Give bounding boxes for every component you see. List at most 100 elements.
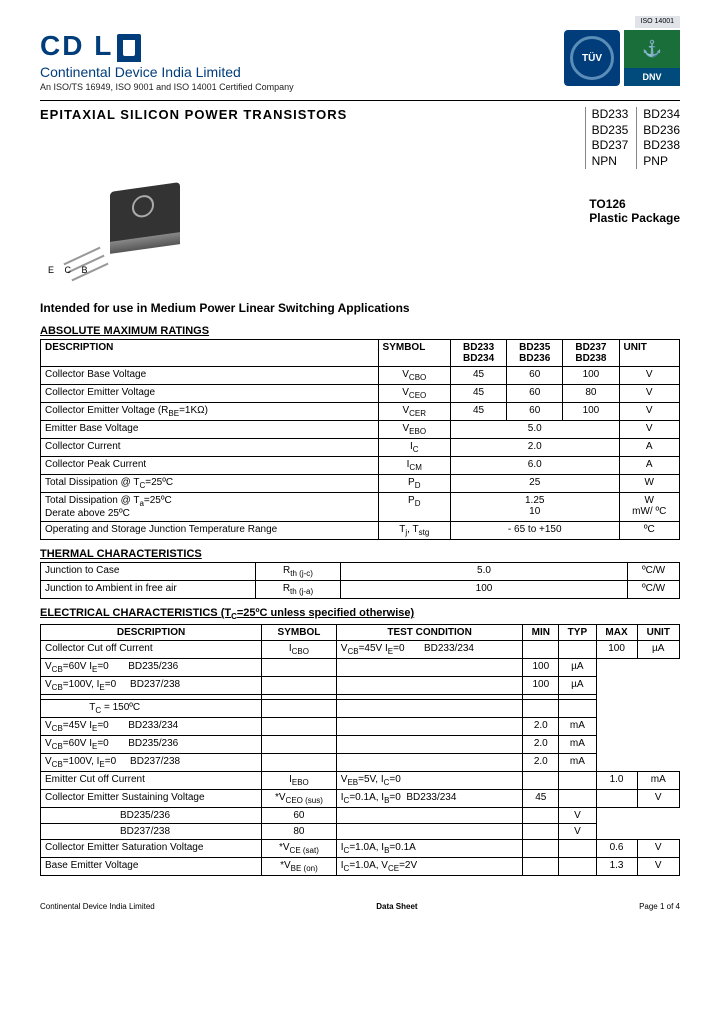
tuv-text: TÜV — [582, 53, 602, 64]
elec-desc: Base Emitter Voltage — [41, 857, 262, 875]
anchor-icon: ⚓ — [624, 30, 680, 68]
table-header: DESCRIPTION — [41, 624, 262, 640]
amr-symbol: VCEO — [378, 385, 450, 403]
amr-unit: ºC — [619, 522, 680, 540]
elec-typ — [336, 823, 523, 839]
package-type: Plastic Package — [589, 211, 680, 225]
package-drawing: E C B — [40, 177, 240, 287]
amr-title: ABSOLUTE MAXIMUM RATINGS — [40, 325, 680, 337]
thermal-symbol: Rth (j-c) — [256, 563, 341, 581]
amr-value: 60 — [507, 403, 563, 421]
amr-unit: V — [619, 367, 680, 385]
part-number: BD238 — [643, 138, 680, 154]
amr-value: 100 — [563, 367, 619, 385]
table-row: VCB=100V, IE=0 BD237/238100µA — [41, 676, 680, 694]
amr-desc: Operating and Storage Junction Temperatu… — [41, 522, 379, 540]
elec-table: DESCRIPTIONSYMBOLTEST CONDITIONMINTYPMAX… — [40, 624, 680, 876]
amr-symbol: VCBO — [378, 367, 450, 385]
elec-max — [523, 823, 559, 839]
elec-desc: Collector Cut off Current — [41, 640, 262, 658]
elec-desc: Collector Emitter Saturation Voltage — [41, 839, 262, 857]
table-row: Base Emitter Voltage*VBE (on)IC=1.0A, VC… — [41, 857, 680, 875]
amr-value: 45 — [450, 367, 506, 385]
table-header: DESCRIPTION — [41, 340, 379, 367]
elec-max — [523, 807, 559, 823]
package-text: TO126 Plastic Package — [589, 197, 680, 225]
iso-tag: ISO 14001 — [635, 16, 680, 28]
amr-symbol: PD — [378, 475, 450, 493]
amr-desc: Total Dissipation @ Ta=25ºC Derate above… — [41, 493, 379, 522]
amr-desc: Collector Emitter Voltage — [41, 385, 379, 403]
table-header: UNIT — [619, 340, 680, 367]
elec-typ — [559, 839, 596, 857]
lead-icon — [63, 247, 100, 266]
elec-max: 2.0 — [523, 753, 559, 771]
elec-typ — [336, 807, 523, 823]
table-header: MIN — [523, 624, 559, 640]
elec-title: ELECTRICAL CHARACTERISTICS (TC=25ºC unle… — [40, 607, 680, 621]
pn-col-right: BD234BD236BD238PNP — [636, 107, 680, 169]
elec-typ — [336, 658, 523, 676]
thermal-unit: ºC/W — [628, 581, 680, 599]
part-number: BD234 — [643, 107, 680, 123]
elec-symbol: ICBO — [262, 640, 337, 658]
thermal-unit: ºC/W — [628, 563, 680, 581]
elec-testcond: VCB=45V IE=0 BD233/234 — [41, 717, 262, 735]
table-row: Collector Emitter Voltage (RBE=1KΩ)VCER4… — [41, 403, 680, 421]
elec-max: 1.3 — [596, 857, 637, 875]
elec-unit: V — [637, 839, 679, 857]
elec-unit: V — [637, 857, 679, 875]
company-name: Continental Device India Limited — [40, 64, 294, 80]
elec-symbol: *VBE (on) — [262, 857, 337, 875]
elec-testcond: VCB=45V IE=0 BD233/234 — [336, 640, 523, 658]
thermal-symbol: Rth (j-a) — [256, 581, 341, 599]
elec-max: 100 — [523, 676, 559, 694]
amr-unit: V — [619, 403, 680, 421]
table-header: TYP — [559, 624, 596, 640]
intended-use: Intended for use in Medium Power Linear … — [40, 301, 680, 315]
thermal-title: THERMAL CHARACTERISTICS — [40, 548, 680, 560]
elec-testcond: VCB=60V IE=0 BD235/236 — [41, 735, 262, 753]
elec-min — [262, 699, 337, 717]
elec-unit: V — [559, 823, 596, 839]
part-number: BD233 — [592, 107, 629, 123]
amr-table: DESCRIPTIONSYMBOLBD233BD234BD235BD236BD2… — [40, 339, 680, 540]
part-number: BD237 — [592, 138, 629, 154]
amr-value: 5.0 — [450, 421, 619, 439]
footer-right: Page 1 of 4 — [639, 902, 680, 911]
amr-symbol: VCER — [378, 403, 450, 421]
elec-max — [523, 699, 559, 717]
table-row: Collector Emitter Sustaining Voltage*VCE… — [41, 789, 680, 807]
table-row: VCB=60V IE=0 BD235/236100µA — [41, 658, 680, 676]
elec-testcond: BD237/238 — [41, 823, 262, 839]
table-header: TEST CONDITION — [336, 624, 523, 640]
elec-min: 60 — [262, 807, 337, 823]
elec-symbol: *VCE (sat) — [262, 839, 337, 857]
amr-unit: A — [619, 457, 680, 475]
elec-max: 0.6 — [596, 839, 637, 857]
amr-value: 60 — [507, 367, 563, 385]
cert-logos: ISO 14001 TÜV ⚓ DNV — [564, 30, 680, 86]
thermal-table: Junction to CaseRth (j-c)5.0ºC/WJunction… — [40, 562, 680, 599]
package-row: E C B TO126 Plastic Package — [40, 177, 680, 287]
elec-min: 80 — [262, 823, 337, 839]
tuv-badge-icon: TÜV — [564, 30, 620, 86]
elec-testcond: VCB=100V, IE=0 BD237/238 — [41, 753, 262, 771]
amr-desc: Collector Peak Current — [41, 457, 379, 475]
elec-desc: Emitter Cut off Current — [41, 771, 262, 789]
elec-unit: mA — [559, 735, 596, 753]
table-row: Collector Cut off CurrentICBOVCB=45V IE=… — [41, 640, 680, 658]
elec-unit: µA — [559, 676, 596, 694]
table-row: Collector Emitter VoltageVCEO456080V — [41, 385, 680, 403]
footer-left: Continental Device India Limited — [40, 902, 155, 911]
table-row: Emitter Base VoltageVEBO5.0V — [41, 421, 680, 439]
elec-testcond: BD235/236 — [41, 807, 262, 823]
table-row: Collector Peak CurrentICM6.0A — [41, 457, 680, 475]
elec-unit: V — [559, 807, 596, 823]
amr-value: 2.0 — [450, 439, 619, 457]
elec-testcond: TC = 150ºC — [41, 699, 262, 717]
dnv-badge-icon: ⚓ DNV — [624, 30, 680, 86]
amr-value: 1.2510 — [450, 493, 619, 522]
table-row: TC = 150ºC — [41, 699, 680, 717]
elec-testcond: VEB=5V, IC=0 — [336, 771, 523, 789]
